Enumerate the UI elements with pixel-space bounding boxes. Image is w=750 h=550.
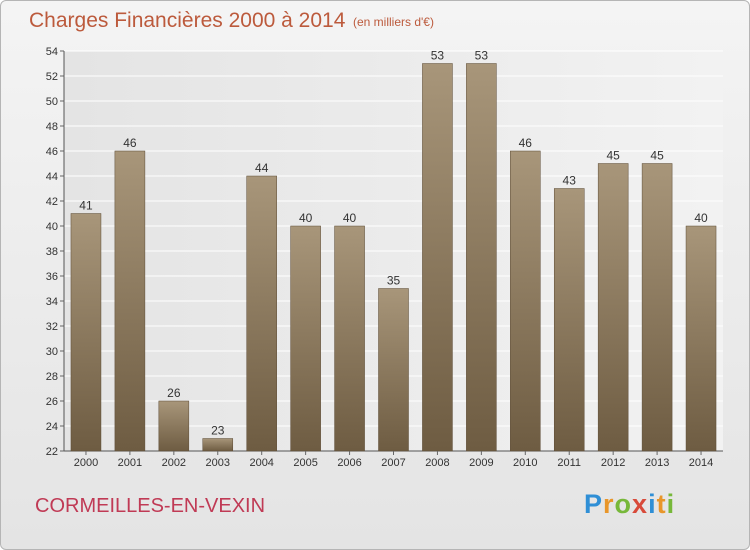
y-tick-label: 26 [46, 396, 58, 408]
bar[interactable] [334, 225, 365, 452]
y-tick-label: 24 [46, 421, 58, 433]
y-tick-label: 50 [46, 96, 58, 108]
logo-letter: i [648, 489, 657, 519]
x-tick-label: 2000 [74, 457, 98, 469]
commune-name: CORMEILLES-EN-VEXIN [35, 495, 266, 517]
y-tick-label: 30 [46, 346, 58, 358]
proxiti-logo[interactable]: Proxiti [584, 489, 675, 520]
chart-title: Charges Financières 2000 à 2014 [29, 9, 346, 32]
bar[interactable] [466, 63, 497, 452]
bar[interactable] [114, 150, 146, 452]
y-tick-label: 44 [46, 171, 58, 183]
bar-value-label: 44 [255, 161, 269, 175]
bar[interactable] [202, 438, 234, 452]
x-tick-label: 2002 [162, 457, 186, 469]
x-tick-label: 2003 [206, 457, 230, 469]
x-tick-label: 2014 [689, 457, 713, 469]
bar-value-label: 45 [606, 149, 620, 163]
x-tick-label: 2011 [557, 457, 581, 469]
bar-value-label: 43 [563, 174, 577, 188]
x-tick-label: 2007 [381, 457, 405, 469]
x-tick-label: 2010 [513, 457, 537, 469]
y-tick-label: 40 [46, 221, 58, 233]
bar[interactable] [70, 213, 102, 452]
bar-value-label: 53 [475, 49, 489, 63]
x-tick-label: 2005 [293, 457, 317, 469]
bar-value-label: 46 [519, 136, 533, 150]
x-tick-label: 2008 [425, 457, 449, 469]
bar-value-label: 40 [299, 211, 313, 225]
bar-value-label: 35 [387, 274, 401, 288]
bar[interactable] [553, 188, 585, 452]
bar-value-label: 26 [167, 386, 181, 400]
bar[interactable] [510, 150, 541, 452]
y-tick-label: 38 [46, 246, 58, 258]
y-tick-label: 32 [46, 321, 58, 333]
bar[interactable] [422, 63, 453, 452]
logo-letter: i [666, 489, 676, 519]
y-tick-label: 46 [46, 146, 58, 158]
bar[interactable] [290, 225, 321, 452]
logo-letter: t [656, 489, 667, 519]
y-tick-label: 36 [46, 271, 58, 283]
bar[interactable] [685, 225, 717, 452]
x-tick-label: 2013 [645, 457, 669, 469]
bar-value-label: 53 [431, 49, 445, 63]
x-tick-label: 2004 [249, 457, 273, 469]
y-tick-label: 28 [46, 371, 58, 383]
x-tick-label: 2012 [601, 457, 625, 469]
bar-value-label: 41 [79, 199, 93, 213]
bar[interactable] [378, 288, 409, 452]
x-tick-label: 2009 [469, 457, 493, 469]
logo-letter: x [632, 489, 649, 519]
y-tick-label: 34 [46, 296, 58, 308]
bar[interactable] [246, 175, 277, 452]
y-tick-label: 52 [46, 71, 58, 83]
bar-value-label: 40 [694, 211, 708, 225]
bar[interactable] [641, 163, 673, 452]
bar[interactable] [158, 400, 190, 452]
bar-value-label: 46 [123, 136, 137, 150]
logo-letter: r [603, 489, 615, 519]
bar-value-label: 40 [343, 211, 357, 225]
y-tick-label: 42 [46, 196, 58, 208]
chart-subtitle: (en milliers d'€) [353, 15, 434, 29]
logo-letter: P [584, 489, 604, 519]
x-tick-label: 2001 [118, 457, 142, 469]
bar-value-label: 23 [211, 424, 225, 438]
logo-letter: o [614, 489, 633, 519]
y-tick-label: 48 [46, 121, 58, 133]
x-tick-label: 2006 [337, 457, 361, 469]
y-tick-label: 54 [46, 46, 58, 58]
bar-value-label: 45 [650, 149, 664, 163]
plot-area: 22 24 26 28 30 32 34 36 38 40 42 44 46 48 50 52 54 41 2000… [46, 46, 723, 469]
bar[interactable] [597, 163, 629, 452]
y-tick-label: 22 [46, 446, 58, 458]
